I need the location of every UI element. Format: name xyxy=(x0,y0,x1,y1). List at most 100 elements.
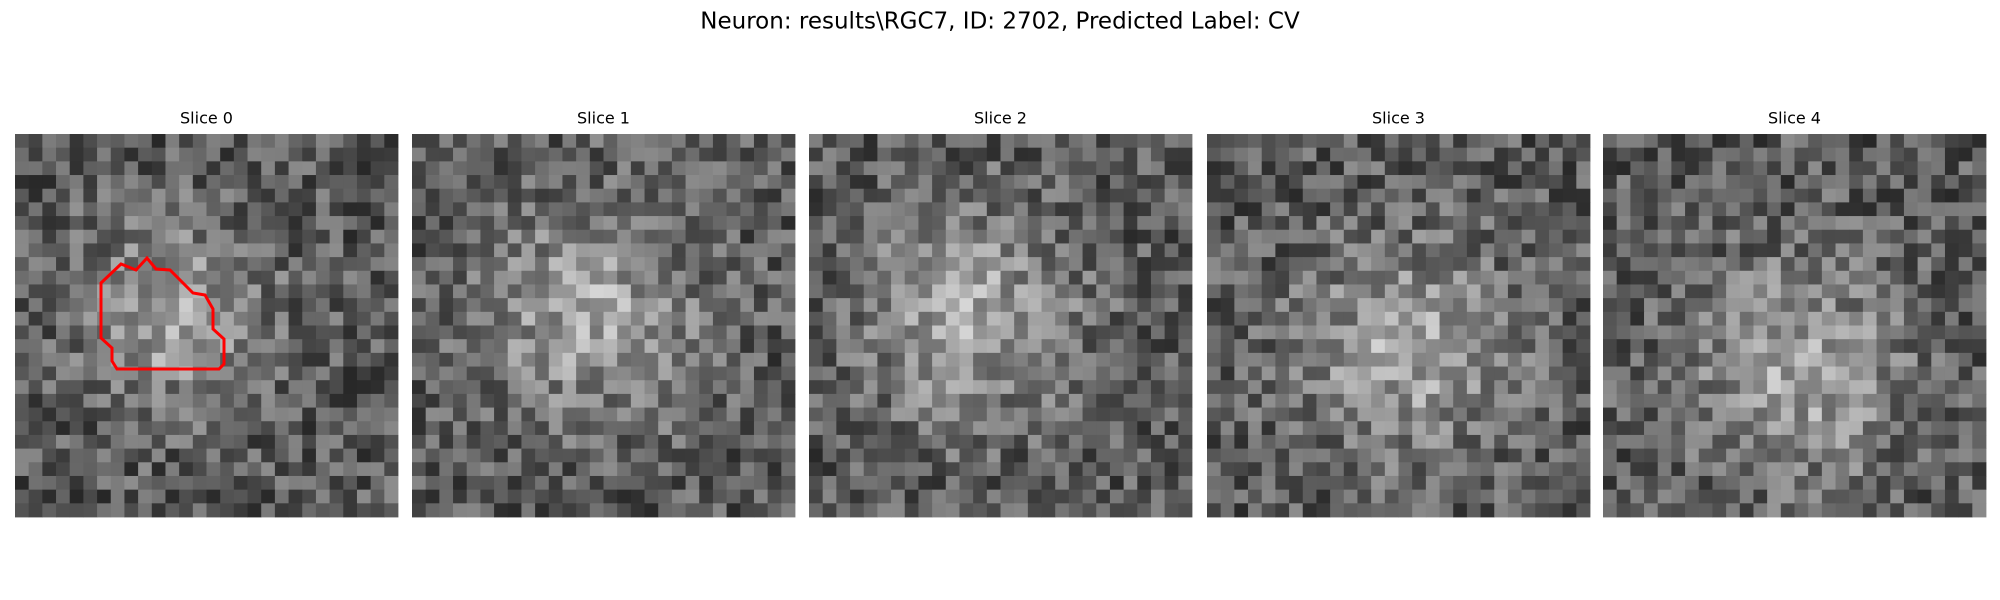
pixel xyxy=(753,298,769,313)
pixel xyxy=(1082,475,1097,491)
pixel xyxy=(274,134,289,149)
pixel xyxy=(1480,270,1495,285)
pixel xyxy=(1685,298,1700,313)
pixel xyxy=(192,489,207,504)
pixel xyxy=(138,448,153,463)
pixel xyxy=(781,380,796,395)
pixel xyxy=(233,229,248,244)
pixel xyxy=(1630,325,1645,340)
pixel xyxy=(904,380,919,395)
pixel xyxy=(1275,270,1290,285)
pixel xyxy=(822,311,837,326)
pixel xyxy=(1603,147,1618,162)
pixel xyxy=(1535,161,1550,176)
pixel xyxy=(1207,147,1222,162)
pixel xyxy=(1494,147,1509,162)
pixel xyxy=(1931,134,1946,149)
pixel xyxy=(986,311,1001,326)
pixel xyxy=(1178,325,1193,340)
pixel xyxy=(384,407,399,422)
pixel xyxy=(1712,503,1727,518)
pixel xyxy=(453,311,468,326)
pixel xyxy=(1876,489,1891,504)
pixel xyxy=(603,325,618,340)
pixel xyxy=(1862,298,1877,313)
pixel xyxy=(1466,243,1481,258)
pixel xyxy=(507,366,522,381)
pixel xyxy=(1931,175,1946,190)
pixel xyxy=(1521,284,1536,299)
pixel xyxy=(288,257,303,272)
pixel xyxy=(192,475,207,491)
pixel xyxy=(1055,311,1070,326)
pixel xyxy=(973,339,988,354)
pixel xyxy=(1548,421,1564,436)
pixel xyxy=(1371,134,1386,149)
pixel xyxy=(1466,475,1481,491)
pixel xyxy=(1671,434,1686,450)
pixel xyxy=(1835,161,1850,176)
pixel xyxy=(1794,421,1809,436)
pixel xyxy=(1931,462,1946,477)
pixel xyxy=(494,393,509,408)
pixel xyxy=(753,462,769,477)
pixel xyxy=(1576,243,1591,258)
pixel xyxy=(274,407,289,422)
pixel xyxy=(712,475,728,491)
pixel xyxy=(753,311,769,326)
pixel xyxy=(1302,134,1317,149)
pixel xyxy=(1439,202,1454,217)
pixel xyxy=(1371,161,1386,176)
pixel xyxy=(1055,325,1070,340)
pixel xyxy=(315,188,331,203)
pixel xyxy=(918,257,933,272)
pixel xyxy=(850,161,865,176)
pixel xyxy=(1767,380,1782,395)
pixel xyxy=(1507,175,1523,190)
pixel xyxy=(863,339,878,354)
pixel xyxy=(1657,202,1672,217)
pixel xyxy=(1412,175,1427,190)
pixel xyxy=(767,243,782,258)
pixel xyxy=(836,175,851,190)
pixel xyxy=(822,475,837,491)
pixel xyxy=(1289,475,1304,491)
pixel xyxy=(507,270,522,285)
pixel xyxy=(918,462,933,477)
pixel xyxy=(1289,216,1304,231)
pixel xyxy=(891,147,906,162)
pixel xyxy=(918,421,933,436)
pixel xyxy=(1931,393,1946,408)
pixel xyxy=(1835,134,1850,149)
pixel xyxy=(932,393,947,408)
pixel xyxy=(699,161,714,176)
pixel xyxy=(1027,339,1042,354)
pixel xyxy=(356,188,372,203)
pixel xyxy=(617,339,632,354)
pixel xyxy=(1412,311,1427,326)
pixel xyxy=(1330,325,1345,340)
pixel xyxy=(1425,216,1440,231)
pixel xyxy=(1507,243,1523,258)
pixel xyxy=(138,503,153,518)
pixel xyxy=(1137,393,1152,408)
pixel xyxy=(42,475,57,491)
pixel xyxy=(576,503,591,518)
pixel xyxy=(1261,380,1276,395)
pixel xyxy=(1630,352,1645,367)
pixel xyxy=(1698,202,1713,217)
pixel xyxy=(1712,339,1727,354)
pixel xyxy=(1835,175,1850,190)
pixel xyxy=(1041,147,1056,162)
pixel xyxy=(1780,407,1795,422)
pixel xyxy=(138,434,153,450)
pixel xyxy=(1671,216,1686,231)
pixel xyxy=(1685,339,1700,354)
pixel xyxy=(507,216,522,231)
pixel xyxy=(1671,298,1686,313)
pixel xyxy=(699,434,714,450)
pixel xyxy=(1234,175,1249,190)
pixel xyxy=(206,421,221,436)
pixel xyxy=(220,229,235,244)
pixel xyxy=(56,407,71,422)
